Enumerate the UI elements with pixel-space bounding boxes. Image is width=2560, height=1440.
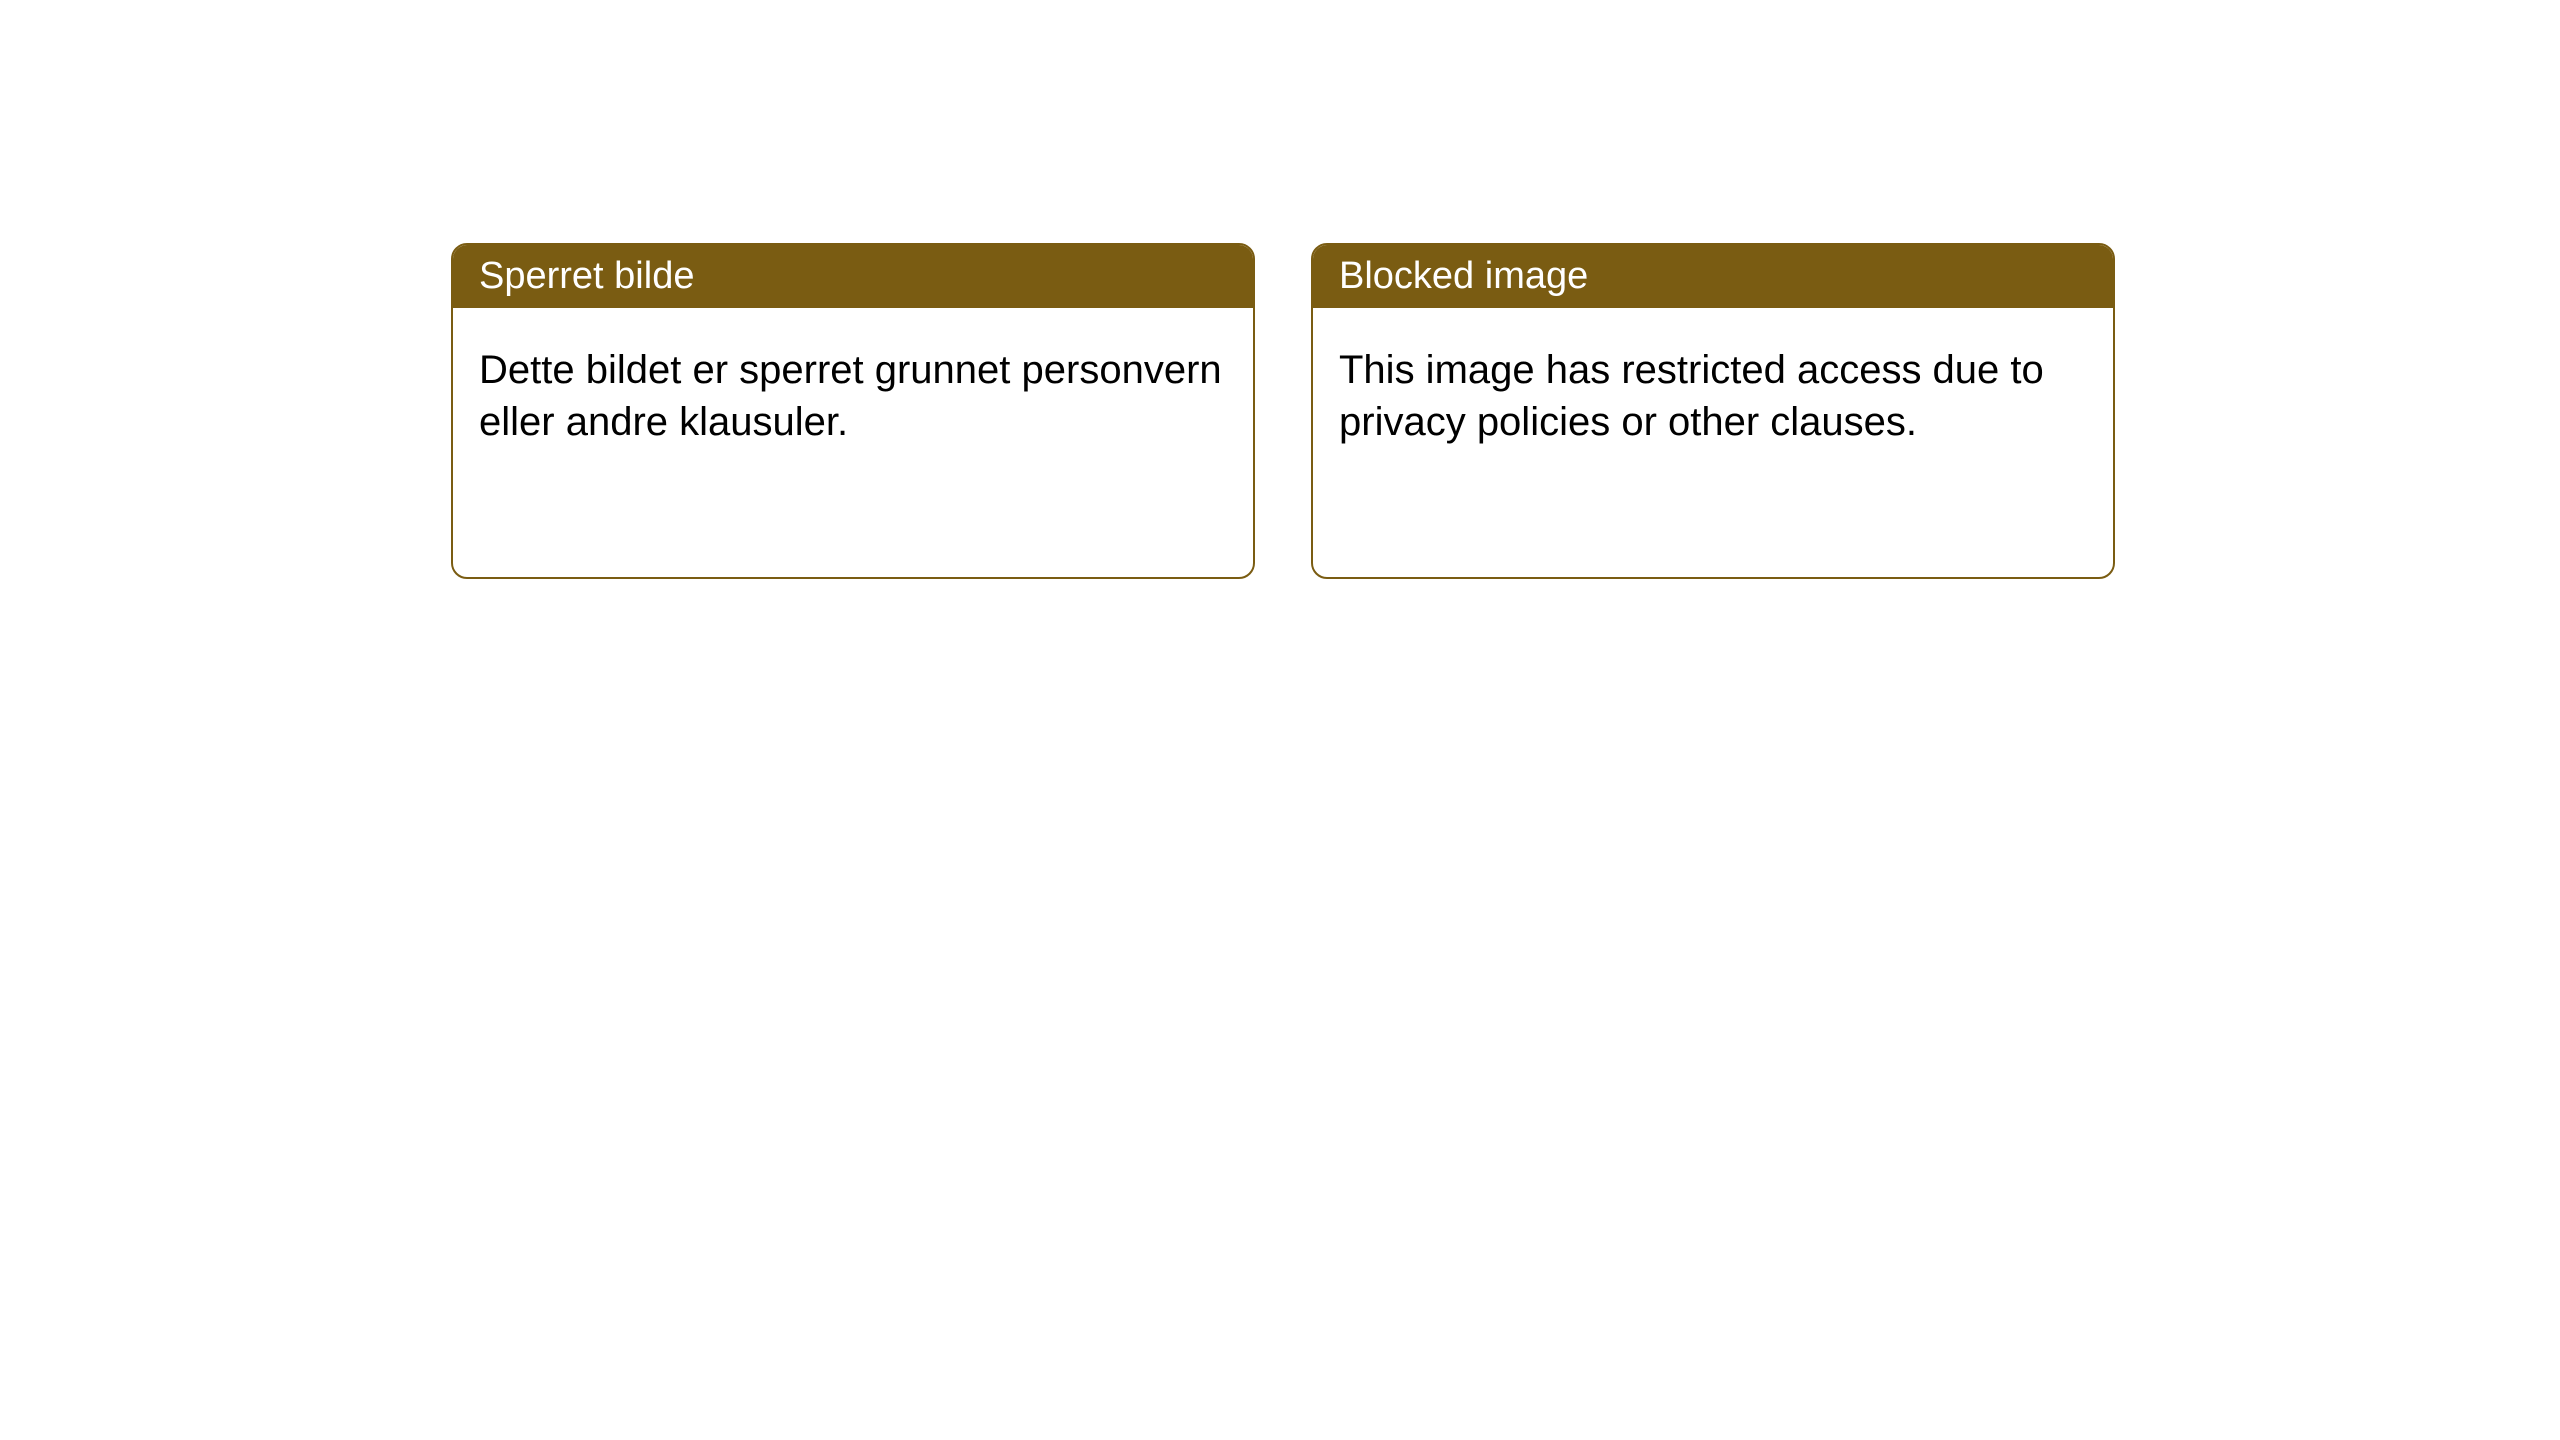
card-title: Sperret bilde — [479, 255, 694, 297]
card-message: Dette bildet er sperret grunnet personve… — [479, 348, 1222, 444]
card-message: This image has restricted access due to … — [1339, 348, 2044, 444]
card-body: This image has restricted access due to … — [1313, 308, 2113, 485]
card-title: Blocked image — [1339, 255, 1588, 297]
card-body: Dette bildet er sperret grunnet personve… — [453, 308, 1253, 485]
notice-cards-container: Sperret bilde Dette bildet er sperret gr… — [451, 243, 2115, 579]
card-header: Blocked image — [1313, 245, 2113, 308]
notice-card-norwegian: Sperret bilde Dette bildet er sperret gr… — [451, 243, 1255, 579]
notice-card-english: Blocked image This image has restricted … — [1311, 243, 2115, 579]
card-header: Sperret bilde — [453, 245, 1253, 308]
